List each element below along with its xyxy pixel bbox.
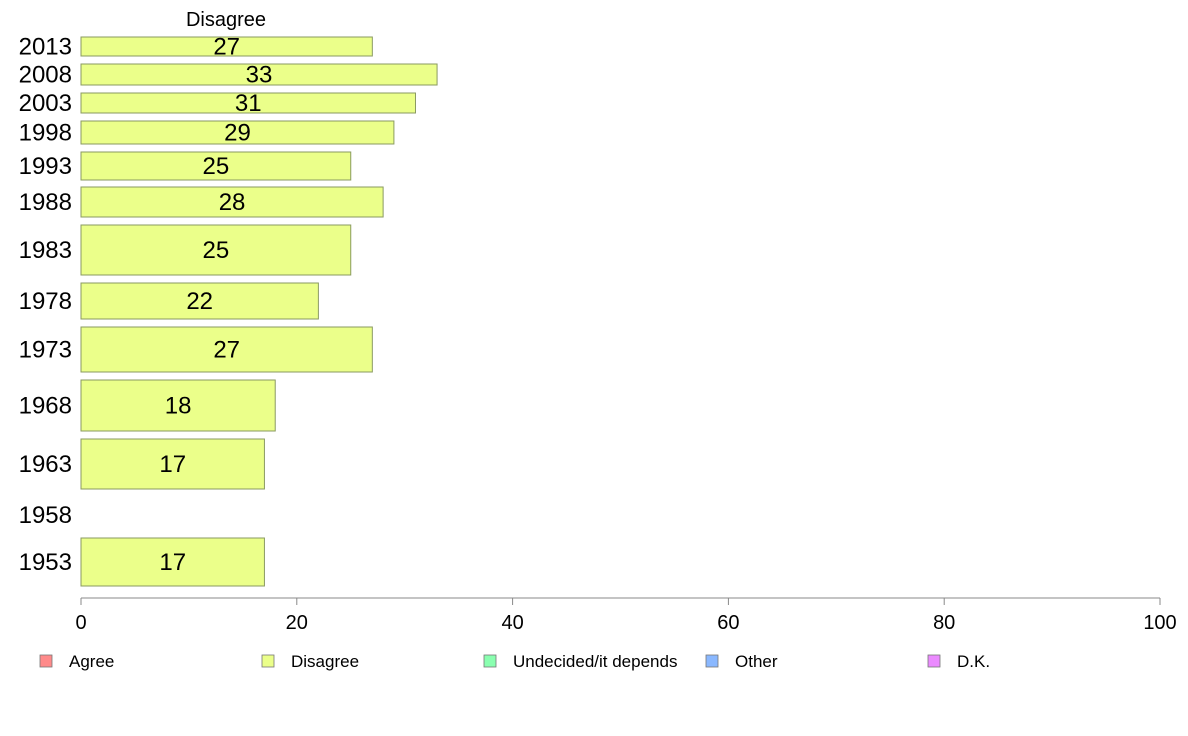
x-axis: 0 20 40 60 80 100 [75, 597, 1177, 634]
bar-value-label: 27 [213, 34, 240, 61]
bar-value-label: 29 [224, 120, 251, 147]
bar [80, 120, 395, 145]
category-label: 1988 [19, 189, 72, 216]
bar [80, 36, 373, 57]
category-label: 1958 [19, 502, 72, 529]
legend-swatch [705, 654, 719, 668]
category-label: 1973 [19, 337, 72, 364]
category-label: 2008 [19, 62, 72, 89]
legend-label: Disagree [291, 652, 359, 671]
x-tick-label: 40 [501, 612, 523, 634]
category-label: 1983 [19, 237, 72, 264]
bar [80, 186, 384, 218]
x-tick-label: 100 [1143, 612, 1176, 634]
x-tick-label: 80 [933, 612, 955, 634]
category-label: 1978 [19, 288, 72, 315]
bar [80, 379, 276, 432]
bar [80, 282, 319, 320]
category-label: 2003 [19, 90, 72, 117]
x-tick-label: 20 [286, 612, 308, 634]
category-label: 1968 [19, 393, 72, 420]
category-label: 1993 [19, 153, 72, 180]
series-header: Disagree [186, 9, 266, 31]
bar-value-label: 17 [159, 549, 186, 576]
bar [80, 151, 352, 181]
legend-swatch [483, 654, 497, 668]
legend-swatch [927, 654, 941, 668]
category-label: 1953 [19, 549, 72, 576]
bar-group: 2013 27 2008 33 2003 31 1998 29 1993 25 1988 28 1983… [19, 34, 438, 587]
bar-value-label: 28 [219, 189, 246, 216]
bar-value-label: 25 [203, 237, 230, 264]
bar-value-label: 22 [186, 288, 213, 315]
legend-label: Other [735, 652, 778, 671]
bar-value-label: 31 [235, 90, 262, 117]
bar-value-label: 33 [246, 62, 273, 89]
category-label: 2013 [19, 34, 72, 61]
bar-value-label: 25 [203, 153, 230, 180]
legend-label: Undecided/it depends [513, 652, 677, 671]
x-tick-label: 0 [75, 612, 86, 634]
bar [80, 326, 373, 373]
bar-value-label: 18 [165, 393, 192, 420]
legend-swatch [39, 654, 53, 668]
category-label: 1998 [19, 120, 72, 147]
bar-value-label: 27 [213, 337, 240, 364]
bar [80, 438, 265, 490]
category-label: 1963 [19, 451, 72, 478]
bar-value-label: 17 [159, 451, 186, 478]
bar [80, 63, 438, 86]
bar [80, 224, 352, 276]
bar [80, 537, 265, 587]
legend: Agree Disagree Undecided/it depends Other D.… [39, 652, 990, 671]
legend-label: Agree [69, 652, 114, 671]
x-tick-label: 60 [717, 612, 739, 634]
legend-label: D.K. [957, 652, 990, 671]
legend-swatch [261, 654, 275, 668]
bar [80, 92, 416, 114]
